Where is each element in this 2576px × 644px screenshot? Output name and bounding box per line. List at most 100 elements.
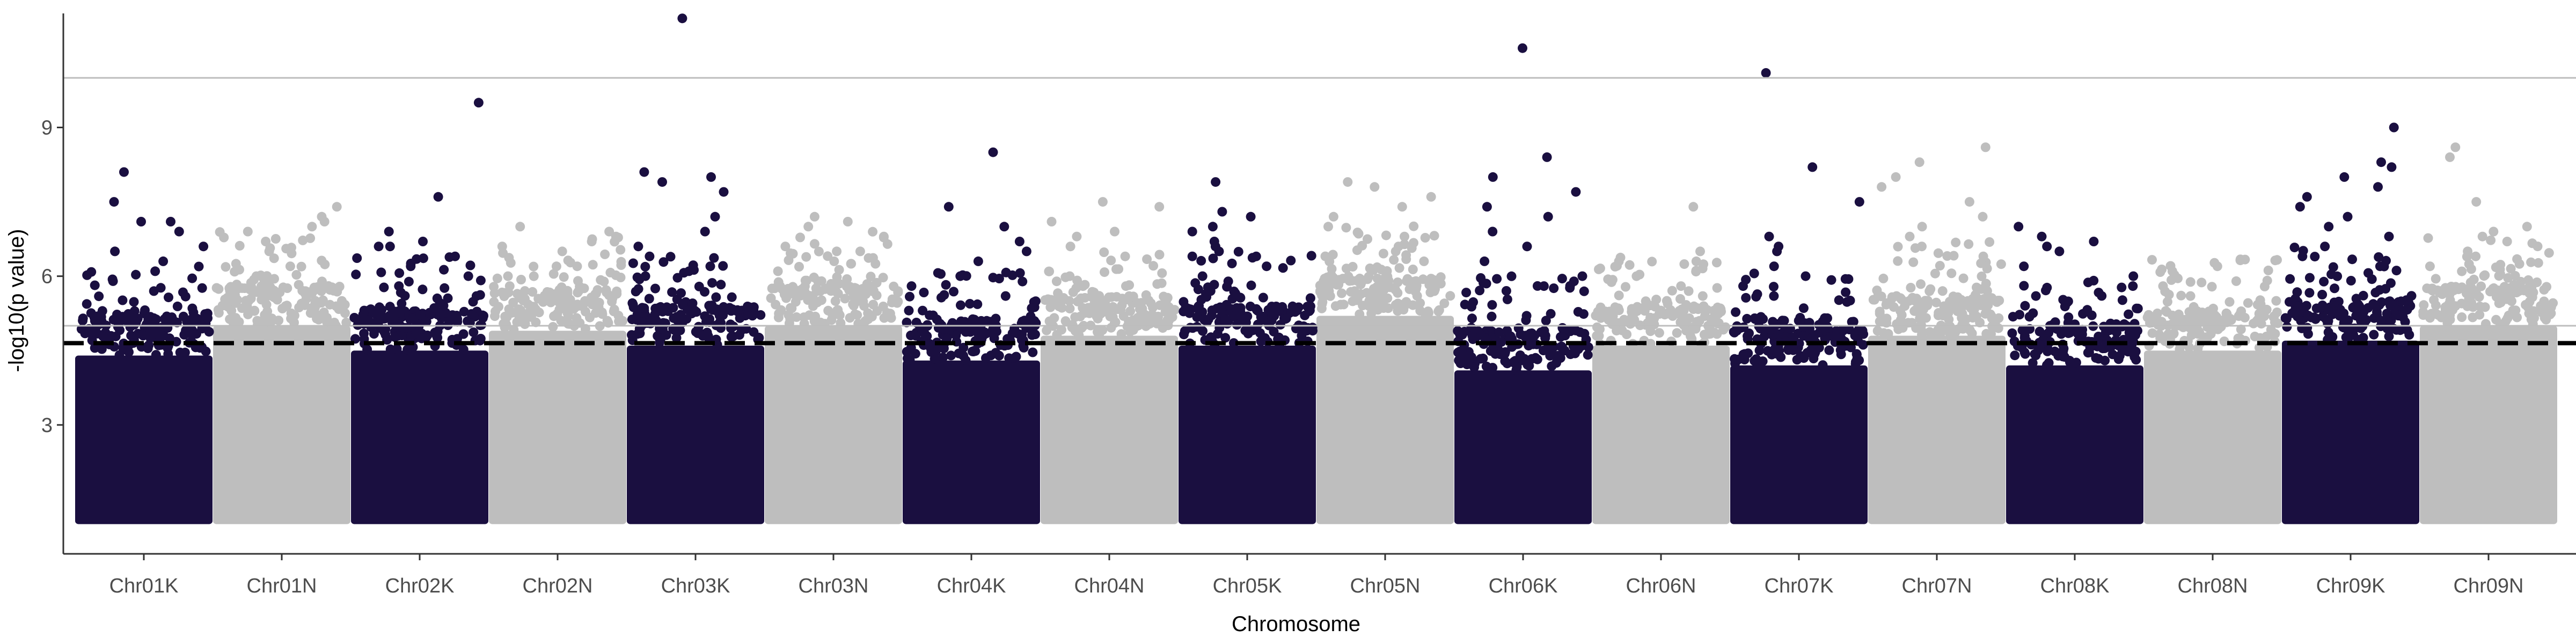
snp-point xyxy=(644,294,654,304)
snp-point xyxy=(520,286,530,296)
snp-point xyxy=(165,333,174,343)
snp-point xyxy=(469,327,479,338)
snp-point xyxy=(1679,259,1689,269)
snp-point xyxy=(2341,332,2351,342)
snp-peak-point xyxy=(433,192,443,202)
snp-point xyxy=(1408,265,1418,274)
snp-point xyxy=(1575,327,1585,337)
snp-peak-point xyxy=(640,271,650,281)
snp-point xyxy=(1893,241,1903,252)
snp-point xyxy=(1924,286,1935,296)
snp-point xyxy=(1647,257,1657,267)
snp-point xyxy=(272,295,282,305)
snp-point xyxy=(2457,266,2467,276)
snp-peak-point xyxy=(394,281,404,291)
snp-point xyxy=(1869,295,1879,305)
snp-point xyxy=(262,306,273,317)
snp-point xyxy=(1627,311,1637,320)
snp-point xyxy=(1420,233,1430,243)
snp-point xyxy=(221,262,231,272)
snp-peak-point xyxy=(136,217,146,226)
snp-point xyxy=(668,303,678,313)
snp-peak-point xyxy=(1676,281,1686,291)
snp-point xyxy=(631,287,641,297)
snp-point xyxy=(500,311,510,321)
snp-peak-point xyxy=(2212,261,2222,272)
snp-point xyxy=(151,350,161,360)
snp-point xyxy=(122,315,132,325)
snp-peak-point xyxy=(879,231,889,241)
snp-point xyxy=(1278,263,1288,273)
snp-point xyxy=(988,273,998,283)
snp-point xyxy=(2236,324,2246,334)
snp-peak-point xyxy=(503,271,513,281)
snp-point xyxy=(2007,328,2017,338)
snp-point xyxy=(385,302,395,312)
snp-peak-point xyxy=(1208,222,1218,232)
snp-point xyxy=(1016,318,1027,328)
snp-point xyxy=(800,287,810,296)
snp-point xyxy=(2185,277,2196,287)
snp-point xyxy=(2326,269,2337,280)
snp-point xyxy=(1854,355,1864,365)
snp-peak-point xyxy=(2167,266,2177,276)
snp-point xyxy=(1214,323,1225,333)
snp-point xyxy=(667,287,677,297)
snp-point xyxy=(408,313,418,324)
snp-point xyxy=(131,269,141,280)
snp-peak-point xyxy=(677,13,687,24)
snp-point xyxy=(600,249,610,259)
snp-point xyxy=(2457,312,2467,322)
bulk-band-chr04k xyxy=(903,360,1040,524)
snp-point xyxy=(533,294,544,304)
snp-point xyxy=(118,295,128,305)
snp-point xyxy=(1145,318,1155,328)
snp-point xyxy=(1691,267,1701,277)
snp-point xyxy=(1938,322,1949,332)
snp-point xyxy=(1461,288,1472,298)
snp-point xyxy=(213,305,223,315)
snp-point xyxy=(1302,302,1313,312)
snp-point xyxy=(1199,315,1210,325)
snp-point xyxy=(1502,294,1512,304)
snp-point xyxy=(2219,336,2229,346)
snp-point xyxy=(791,297,801,307)
snp-point xyxy=(1677,314,1687,325)
snp-point xyxy=(951,330,961,340)
snp-point xyxy=(872,277,882,288)
x-tick-label: Chr08N xyxy=(2178,575,2248,597)
snp-point xyxy=(2133,303,2143,313)
snp-point xyxy=(1305,293,1315,303)
snp-point xyxy=(140,305,150,315)
snp-peak-point xyxy=(2471,197,2482,207)
snp-peak-point xyxy=(2324,222,2334,232)
snp-point xyxy=(1972,282,1981,292)
snp-peak-point xyxy=(1917,241,1927,252)
snp-point xyxy=(509,325,519,335)
snp-point xyxy=(1519,354,1529,364)
snp-peak-point xyxy=(174,226,184,237)
snp-point xyxy=(322,317,332,327)
snp-point xyxy=(969,346,979,356)
snp-point xyxy=(203,313,213,323)
snp-point xyxy=(1415,306,1425,316)
snp-point xyxy=(2309,312,2319,323)
snp-point xyxy=(1467,313,1477,324)
snp-point xyxy=(661,330,671,340)
snp-point xyxy=(1610,261,1620,272)
snp-point xyxy=(1352,245,1362,255)
snp-point xyxy=(1596,302,1606,312)
snp-peak-point xyxy=(1695,246,1705,257)
snp-peak-point xyxy=(2128,271,2139,281)
snp-point xyxy=(270,234,281,244)
snp-point xyxy=(376,267,386,277)
snp-peak-point xyxy=(1426,192,1436,202)
bulk-band-chr07k xyxy=(1730,365,1868,524)
snp-point xyxy=(864,311,874,321)
snp-point xyxy=(2052,324,2062,334)
snp-point xyxy=(1315,286,1325,296)
snp-peak-point xyxy=(604,226,614,237)
snp-peak-point xyxy=(1217,207,1227,217)
snp-peak-point xyxy=(1571,187,1581,197)
snp-point xyxy=(2058,345,2068,355)
